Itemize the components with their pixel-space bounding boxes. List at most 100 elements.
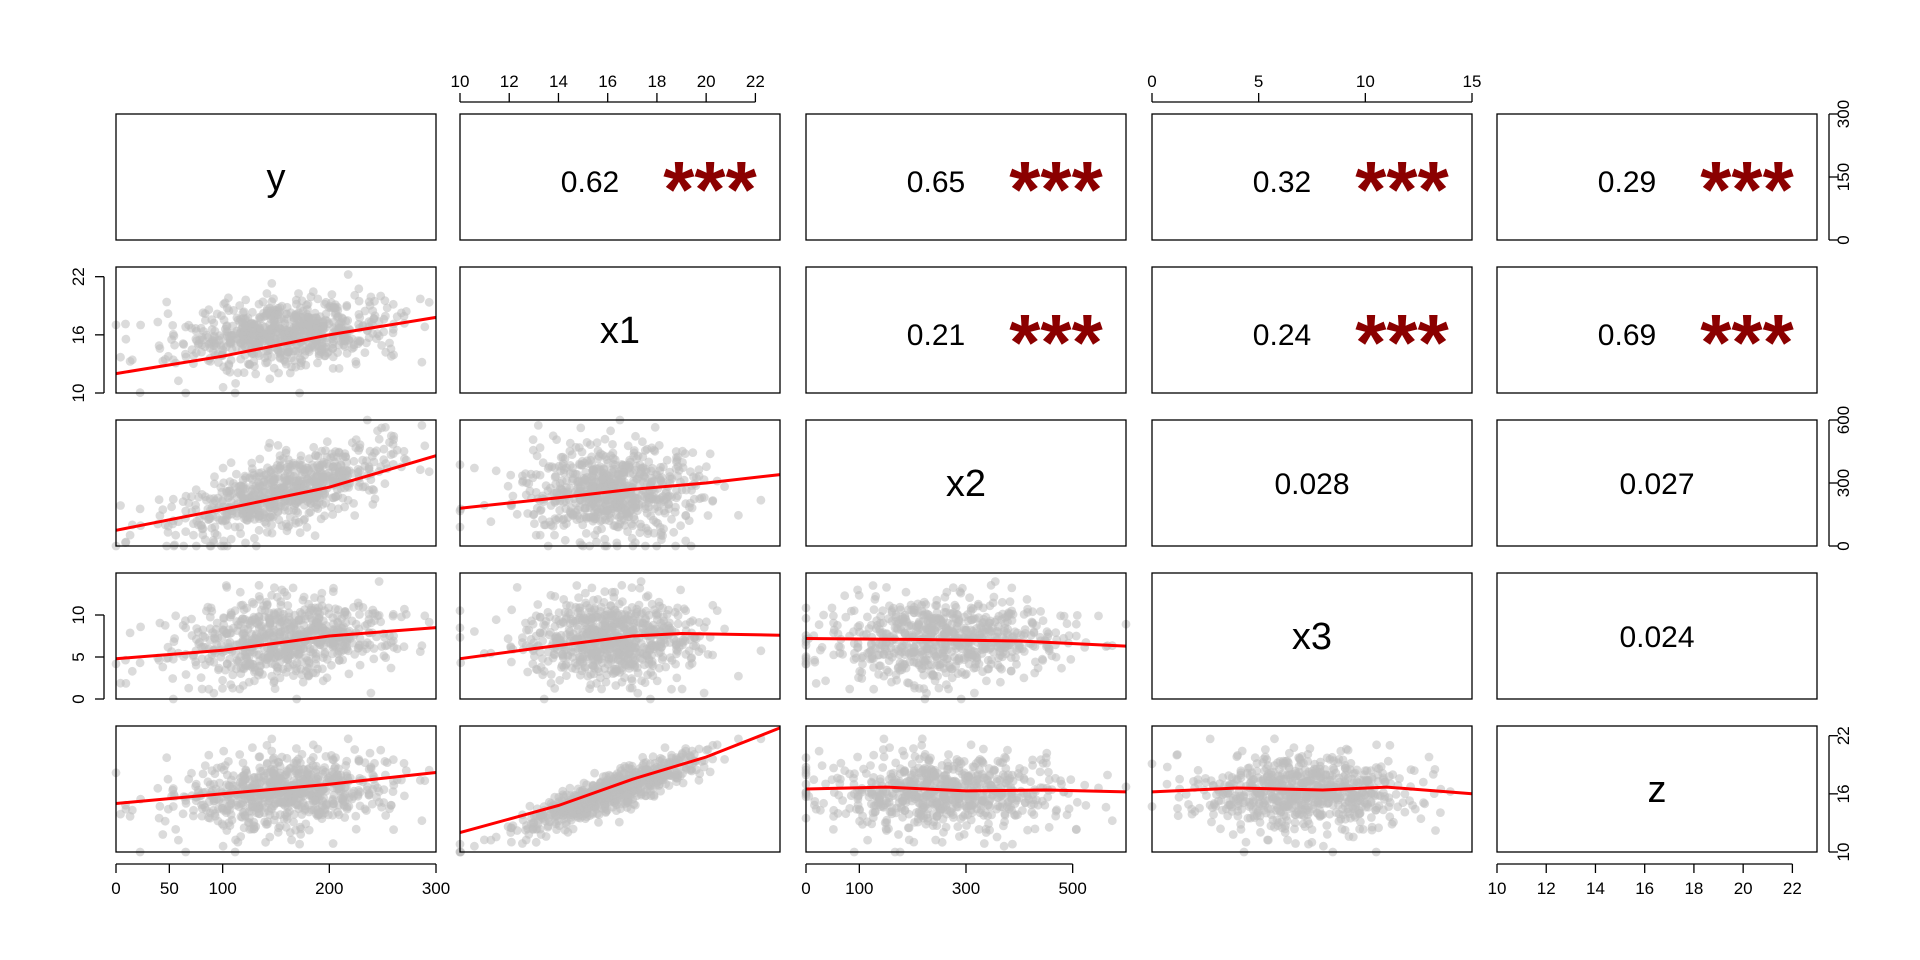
scatter-point [370,609,380,618]
scatter-point [154,495,164,505]
scatter-point [309,442,319,452]
scatter-point [669,527,679,537]
scatter-point [328,839,338,848]
scatter-point [943,626,953,636]
scatter-point [676,585,685,595]
scatter-point [687,503,697,513]
scatter-point [912,622,921,631]
scatter-point [703,511,713,520]
scatter-point [153,317,163,327]
scatter-point [273,827,283,837]
scatter-point [303,626,313,636]
scatter-point [921,600,931,609]
scatter-point [227,330,236,340]
scatter-point [328,810,338,820]
scatter-point [705,449,715,459]
scatter-point [994,611,1004,621]
scatter-point [250,487,260,497]
scatter-point [647,599,657,609]
scatter-point [281,445,291,455]
scatter-point [301,819,311,829]
scatter-point [198,769,208,779]
scatter-point [635,583,645,593]
scatter-point [168,321,178,330]
scatter-point [970,688,979,698]
scatter-point [227,610,236,619]
scatter-point [125,628,135,638]
scatter-point [971,659,980,669]
scatter-point [876,661,885,671]
scatter-point [273,321,283,331]
scatter-point [238,771,247,781]
scatter-point [927,671,937,681]
scatter-point [965,593,974,602]
scatter-point [269,631,278,641]
scatter-point [417,357,427,367]
scatter-point [273,441,283,450]
scatter-point [720,482,729,491]
scatter-point [273,648,283,658]
scatter-point [196,673,206,682]
scatter-point [354,310,364,319]
scatter-point [389,825,398,834]
scatter-point [167,335,177,344]
scatter-point [622,606,632,615]
scatter-point [869,684,879,694]
scatter-point [275,673,285,683]
scatter-point [263,463,272,473]
scatter-point [838,649,847,659]
scatter-point [374,577,384,586]
scatter-point [273,346,283,355]
scatter-point [606,426,615,436]
scatter-point [289,328,299,337]
scatter-point [1051,628,1061,637]
scatter-point [250,340,260,350]
scatter-point [619,470,629,480]
scatter-point [330,303,339,313]
scatter-point [354,446,363,455]
scatter-point [210,326,220,336]
scatter-point [1019,610,1029,619]
scatter-point [160,621,170,630]
scatter-point [121,319,130,329]
scatter-point [944,684,953,694]
scatter-point [300,788,310,798]
scatter-point [606,451,616,461]
scatter-point [269,484,279,493]
scatter-point [314,463,323,473]
scatter-point [654,648,664,658]
scatter-point [855,621,864,630]
scatter-point [231,379,241,388]
scatter-point [671,464,681,473]
scatter-point [967,650,977,659]
scatter-point [163,309,173,319]
scatter-point [197,654,207,664]
scatter-point [226,662,236,672]
scatter-point [681,536,691,546]
scatter-point [708,650,717,660]
scatter-point [756,495,766,505]
scatter-point [224,293,233,303]
scatter-point [155,801,165,811]
scatter-point [167,502,177,512]
scatter-point [174,835,183,845]
scatter-point [261,837,270,847]
scatter-point [192,516,202,526]
scatter-point [417,421,427,430]
scatter-point [212,309,222,319]
scatter-point [541,520,550,530]
scatter-point [329,583,338,593]
scatter-point [401,610,411,619]
scatter-point [303,299,313,309]
scatter-point [314,622,324,631]
scatter-points-layer [111,270,1455,857]
scatter-point [699,688,709,698]
scatter-point [588,661,598,671]
scatter-point [310,531,320,541]
scatter-point [853,585,862,595]
scatter-point [380,479,390,489]
scatter-point [557,650,567,659]
scatter-point [247,597,257,607]
scatter-point [301,469,311,479]
scatter-point [420,441,430,451]
